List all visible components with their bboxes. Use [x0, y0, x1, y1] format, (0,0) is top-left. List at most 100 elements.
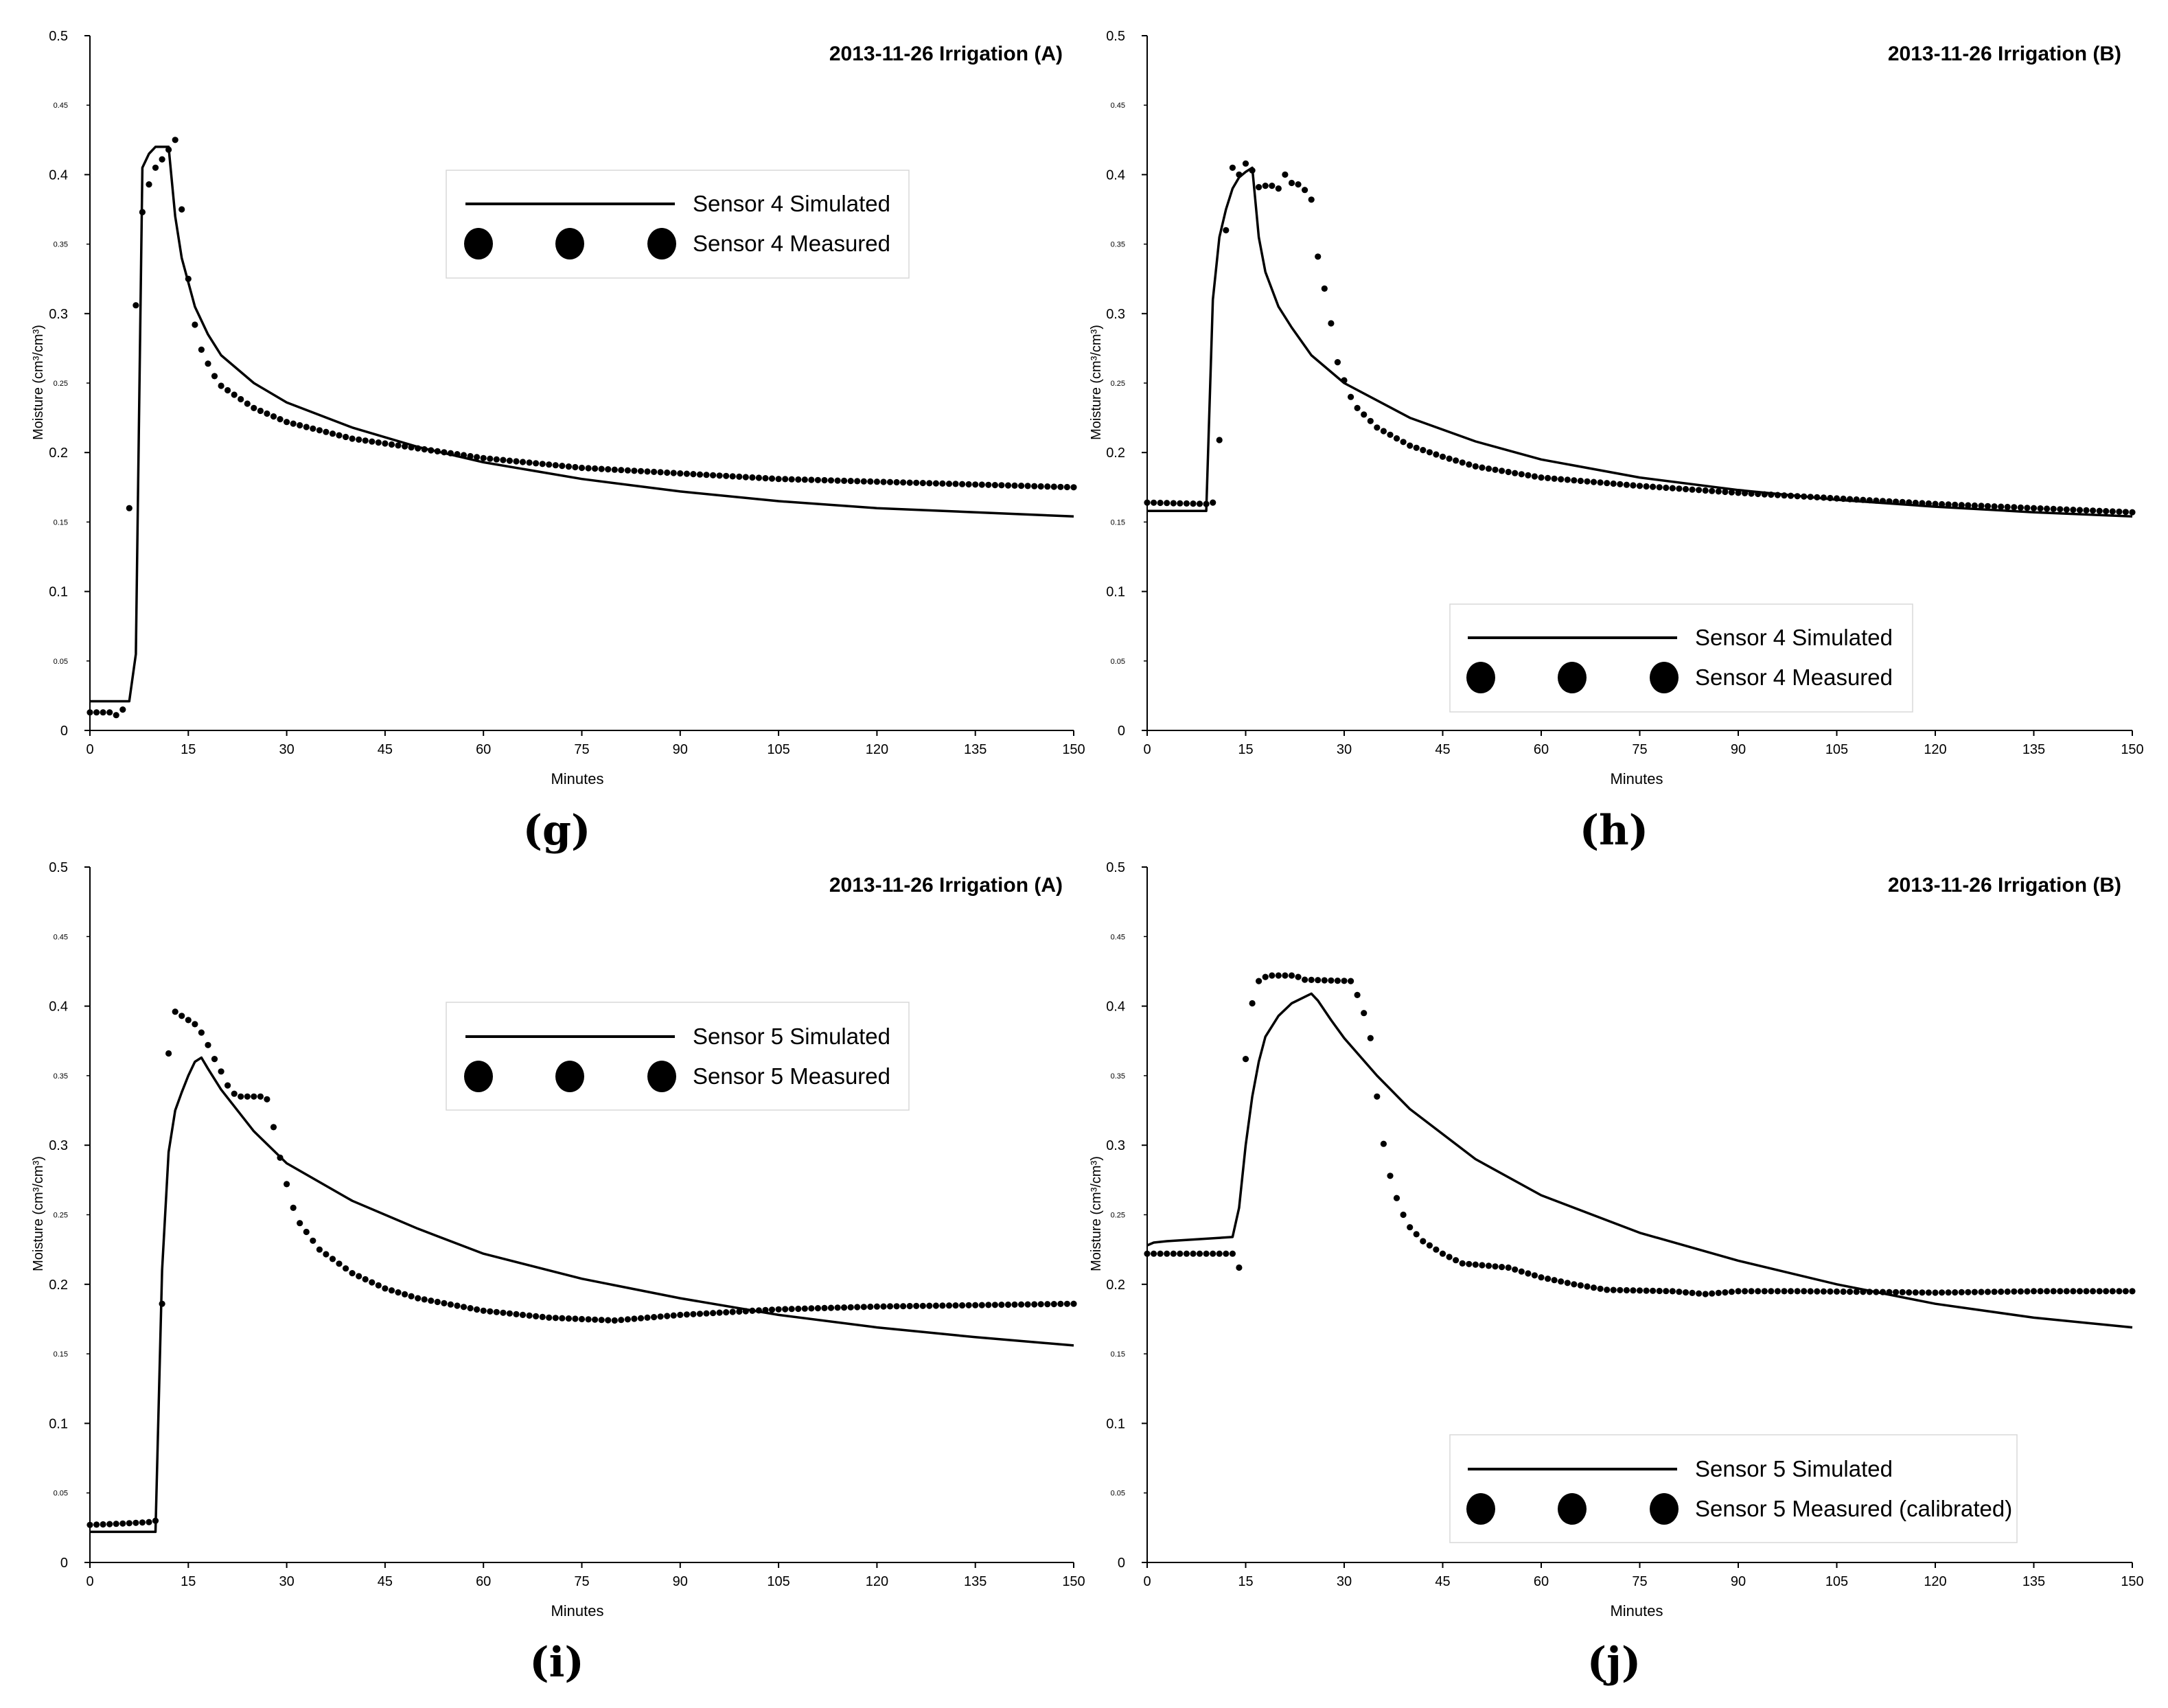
measured-data-point: [297, 1220, 303, 1227]
measured-data-point: [959, 481, 966, 487]
measured-data-point: [1242, 160, 1249, 167]
measured-data-point: [788, 476, 795, 483]
measured-data-point: [1742, 1288, 1749, 1295]
measured-data-point: [1420, 1238, 1427, 1245]
y-tick-label: 0.4: [49, 168, 68, 183]
measured-data-point: [985, 481, 992, 488]
measured-data-point: [703, 472, 710, 478]
y-minor-tick-label: 0.45: [1111, 933, 1125, 941]
measured-data-point: [1479, 464, 1486, 471]
measured-data-point: [152, 1517, 159, 1524]
measured-data-point: [1919, 1289, 1926, 1296]
x-tick-label: 30: [1337, 742, 1352, 757]
measured-data-point: [1702, 487, 1709, 494]
measured-data-point: [2076, 1288, 2084, 1295]
measured-data-point: [782, 476, 789, 483]
measured-data-point: [1558, 1278, 1565, 1285]
panel-i-axes: 0 15 30 45 60 75 90 105 120 135 150 0 0.1 0.2 0.3 0.4 0.…: [49, 860, 1085, 1589]
measured-data-point: [775, 476, 782, 483]
measured-data-point: [1590, 1284, 1598, 1291]
measured-data-point: [1965, 502, 1972, 509]
measured-data-point: [2070, 507, 2077, 513]
measured-data-point: [467, 1305, 474, 1312]
measured-data-point: [1407, 442, 1414, 449]
measured-data-point: [624, 1316, 632, 1323]
measured-data-point: [356, 1273, 362, 1280]
measured-data-point: [985, 1302, 992, 1308]
measured-data-point: [539, 461, 546, 468]
measured-data-point: [474, 454, 481, 461]
measured-data-point: [1787, 1288, 1795, 1295]
measured-data-point: [1380, 428, 1387, 435]
measured-data-point: [480, 1307, 487, 1314]
measured-data-point: [1650, 483, 1657, 490]
measured-data-point: [1755, 1288, 1762, 1295]
measured-data-point: [506, 1310, 514, 1317]
measured-data-point: [742, 474, 749, 481]
measured-data-point: [1551, 1277, 1558, 1284]
y-tick-label: 0.1: [49, 585, 68, 600]
panel-g-legend-box: [446, 170, 910, 279]
panel-j-ylabel: Moisture (cm³/cm³): [1089, 1156, 1104, 1271]
measured-data-point: [1696, 1290, 1703, 1297]
measured-data-point: [2070, 1288, 2077, 1295]
measured-data-point: [1761, 491, 1768, 498]
measured-data-point: [1387, 431, 1394, 438]
measured-data-point: [1210, 499, 1216, 506]
measured-data-point: [1518, 471, 1525, 478]
measured-data-point: [1774, 1288, 1781, 1295]
measured-data-point: [1011, 482, 1018, 489]
measured-data-point: [1459, 459, 1466, 466]
measured-data-point: [270, 1124, 277, 1131]
x-tick-label: 45: [1435, 1574, 1450, 1589]
measured-data-point: [1965, 1289, 1972, 1295]
measured-data-point: [1203, 500, 1210, 507]
measured-data-point: [1978, 1289, 1985, 1295]
measured-data-point: [1439, 453, 1446, 460]
measured-data-point: [2017, 1288, 2024, 1295]
measured-data-point: [2103, 1288, 2110, 1295]
measured-data-point: [1623, 1286, 1630, 1294]
measured-data-point: [959, 1302, 966, 1309]
x-tick-label: 0: [86, 1574, 93, 1589]
measured-data-point: [762, 1306, 769, 1313]
measured-data-point: [1295, 181, 1302, 188]
measured-data-point: [611, 1317, 618, 1324]
measured-data-point: [1899, 1289, 1906, 1295]
measured-data-point: [1545, 1276, 1552, 1282]
measured-data-point: [998, 482, 1005, 489]
measured-data-point: [2024, 505, 2031, 511]
panel-i-legend: Sensor 5 Simulated Sensor 5 Measured: [446, 1002, 910, 1111]
measured-data-point: [1886, 1289, 1893, 1295]
panel-g-xlabel: Minutes: [551, 770, 603, 787]
measured-data-point: [1216, 1250, 1223, 1257]
y-tick-label: 0.1: [49, 1416, 68, 1431]
measured-data-point: [578, 1315, 586, 1323]
measured-data-point: [1899, 498, 1906, 506]
measured-data-point: [1879, 498, 1887, 505]
measured-data-point: [1669, 1288, 1676, 1295]
measured-data-point: [1617, 481, 1624, 487]
measured-data-point: [1715, 488, 1722, 495]
measured-data-point: [1538, 1274, 1545, 1281]
measured-data-point: [605, 1317, 612, 1324]
measured-data-point: [854, 1304, 861, 1311]
panel-i-legend-dot-sample: [647, 1061, 676, 1092]
measured-data-point: [1466, 461, 1473, 468]
measured-data-point: [2063, 506, 2070, 513]
measured-data-point: [356, 436, 362, 443]
measured-data-point: [1044, 483, 1051, 490]
measured-data-point: [100, 709, 106, 716]
x-tick-label: 75: [1632, 742, 1647, 757]
measured-data-point: [106, 1521, 113, 1527]
y-minor-tick-label: 0.45: [1111, 102, 1125, 110]
measured-data-point: [592, 465, 599, 472]
y-minor-tick-label: 0.05: [1111, 1490, 1125, 1498]
measured-data-point: [886, 478, 894, 485]
measured-data-point: [1249, 1000, 1256, 1007]
measured-data-point: [113, 1521, 119, 1527]
x-tick-label: 75: [1632, 1574, 1647, 1589]
measured-data-point: [1070, 484, 1077, 491]
measured-data-point: [1164, 1250, 1171, 1257]
measured-data-point: [1407, 1224, 1414, 1231]
